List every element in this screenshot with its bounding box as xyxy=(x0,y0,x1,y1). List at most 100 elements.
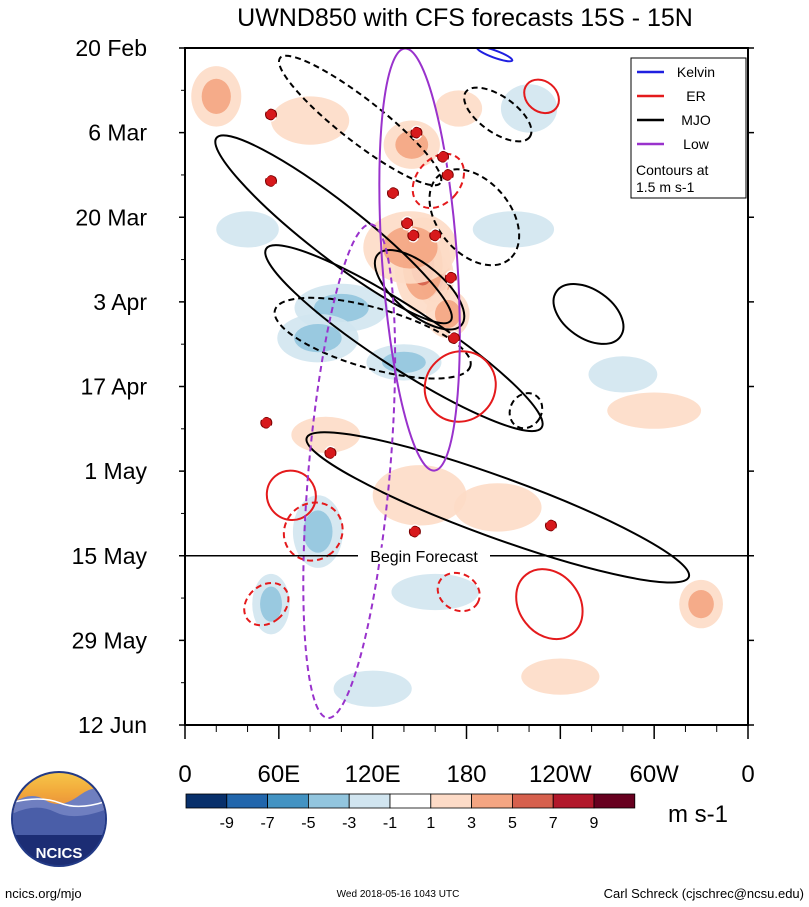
colorbar-tick-label: 5 xyxy=(508,815,517,832)
storm-marker-icon xyxy=(386,185,399,201)
anomaly-cell-8 xyxy=(372,465,467,526)
y-tick-label: 3 Apr xyxy=(93,289,147,315)
colorbar-tick-label: -7 xyxy=(260,815,274,832)
storm-marker-icon xyxy=(544,518,557,533)
colorbar-swatch xyxy=(552,793,595,809)
storm-marker-icon xyxy=(265,173,278,189)
anomaly-cell-20 xyxy=(472,211,555,248)
mjo-contour-dashed-3 xyxy=(463,86,533,143)
x-tick-label: 0 xyxy=(178,761,191,788)
colorbar: -9 -7 -5 -3 -1 1 3 5 7 9 xyxy=(185,793,636,832)
colorbar-swatch xyxy=(267,793,309,809)
x-tick-label: 120E xyxy=(345,761,401,788)
anomaly-cell-15 xyxy=(294,324,342,353)
storm-marker-icon xyxy=(265,107,278,122)
colorbar-swatch xyxy=(389,793,432,809)
anomaly-cell-16 xyxy=(382,351,426,373)
x-tick-label: 0 xyxy=(741,761,754,788)
anomaly-cell-21 xyxy=(588,356,658,393)
forecast-label: Begin Forecast xyxy=(370,549,478,566)
chart-title: UWND850 with CFS forecasts 15S - 15N xyxy=(237,4,693,32)
er-contour-solid-2 xyxy=(515,568,584,641)
y-tick-label: 17 Apr xyxy=(81,374,148,400)
x-tick-label: 180 xyxy=(446,761,486,788)
mjo-contour-solid-3 xyxy=(552,283,625,345)
storm-marker-icon xyxy=(408,524,421,539)
storm-markers xyxy=(260,107,557,539)
mjo-contour-solid-2 xyxy=(373,249,466,331)
x-tick-label: 120W xyxy=(529,761,592,788)
kelvin-contour-solid-0 xyxy=(475,48,514,63)
colorbar-tick-label: 7 xyxy=(549,815,558,832)
colorbar-tick-label: 3 xyxy=(467,815,476,832)
anomaly-cell-6 xyxy=(201,78,231,114)
y-tick-label: 1 May xyxy=(84,458,147,484)
er-contour-solid-0 xyxy=(423,350,497,423)
storm-marker-icon xyxy=(447,330,460,346)
anomaly-cell-19 xyxy=(500,84,558,133)
anomaly-cell-17 xyxy=(303,510,333,553)
y-tick-label: 20 Mar xyxy=(75,204,147,230)
y-tick-label: 29 May xyxy=(72,627,148,653)
colorbar-units: m s-1 xyxy=(668,801,728,828)
logo-text: NCICS xyxy=(36,845,83,862)
y-tick-label: 6 Mar xyxy=(88,120,147,146)
colorbar-swatch xyxy=(512,793,554,809)
storm-marker-icon xyxy=(324,445,337,461)
storm-marker-icon xyxy=(429,228,442,243)
er-contour-dashed-2 xyxy=(243,581,290,627)
anomaly-cell-3 xyxy=(434,299,461,329)
y-axis: 20 Feb 6 Mar 20 Mar 3 Apr 17 Apr 1 May 15 May 2… xyxy=(72,35,754,738)
anomaly-cell-18 xyxy=(260,586,282,622)
mjo-contour-dashed-4 xyxy=(508,392,544,430)
footer-left: ncics.org/mjo xyxy=(5,886,82,901)
colorbar-tick-label: 9 xyxy=(590,815,599,832)
storm-marker-icon xyxy=(410,125,423,140)
legend-label-kelvin: Kelvin xyxy=(677,64,715,80)
anomaly-cell-5 xyxy=(435,90,483,127)
storm-marker-icon xyxy=(260,415,273,431)
colorbar-swatch xyxy=(471,793,513,809)
storm-marker-icon xyxy=(444,270,457,285)
mjo-contour-solid-0 xyxy=(214,134,453,325)
er-contour-dashed-3 xyxy=(436,571,481,613)
y-tick-label: 20 Feb xyxy=(75,35,147,61)
ncics-logo: NCICS xyxy=(11,771,107,867)
colorbar-swatch xyxy=(307,793,350,809)
colorbar-tick-label: -9 xyxy=(220,815,234,832)
er-contour-solid-3 xyxy=(523,78,560,115)
colorbar-tick-label: -1 xyxy=(383,815,397,832)
colorbar-swatch xyxy=(348,793,391,809)
storm-marker-icon xyxy=(437,149,450,165)
anomaly-cell-12 xyxy=(521,658,600,695)
anomaly-cell-23 xyxy=(333,670,412,707)
anomaly-cell-13 xyxy=(607,392,702,429)
y-tick-label: 15 May xyxy=(72,543,148,569)
mjo-contour-dashed-1 xyxy=(278,54,443,187)
anomaly-cell-24 xyxy=(216,211,279,248)
legend: Kelvin ER MJO Low Contours at 1.5 m s-1 xyxy=(630,57,747,199)
anomaly-cell-9 xyxy=(453,483,542,532)
colorbar-tick-label: 1 xyxy=(426,815,435,832)
colorbar-tick-label: -3 xyxy=(342,815,356,832)
legend-label-er: ER xyxy=(686,88,705,104)
colorbar-swatch xyxy=(593,793,636,809)
footer-center: Wed 2018-05-16 1043 UTC xyxy=(337,889,460,900)
mjo-contour-solid-4 xyxy=(305,431,691,584)
anomaly-cell-7 xyxy=(271,96,350,145)
x-tick-label: 60W xyxy=(629,761,679,788)
mjo-contour-dashed-2 xyxy=(428,168,521,267)
low-contour-dashed-0 xyxy=(302,223,397,720)
footer-right: Carl Schreck (cjschrec@ncsu.edu) xyxy=(604,886,804,901)
legend-note-line1: Contours at xyxy=(636,162,708,178)
storm-marker-icon xyxy=(441,167,454,183)
forecast-label-bg xyxy=(358,547,490,564)
y-tick-label: 12 Jun xyxy=(78,712,147,738)
er-contour-solid-1 xyxy=(265,469,317,521)
colorbar-swatch xyxy=(185,793,228,809)
x-axis: 0 60E 120E 180 120W 60W 0 xyxy=(178,725,755,788)
legend-label-low: Low xyxy=(683,136,710,152)
x-tick-label: 60E xyxy=(257,761,300,788)
colorbar-tick-label: -5 xyxy=(301,815,315,832)
